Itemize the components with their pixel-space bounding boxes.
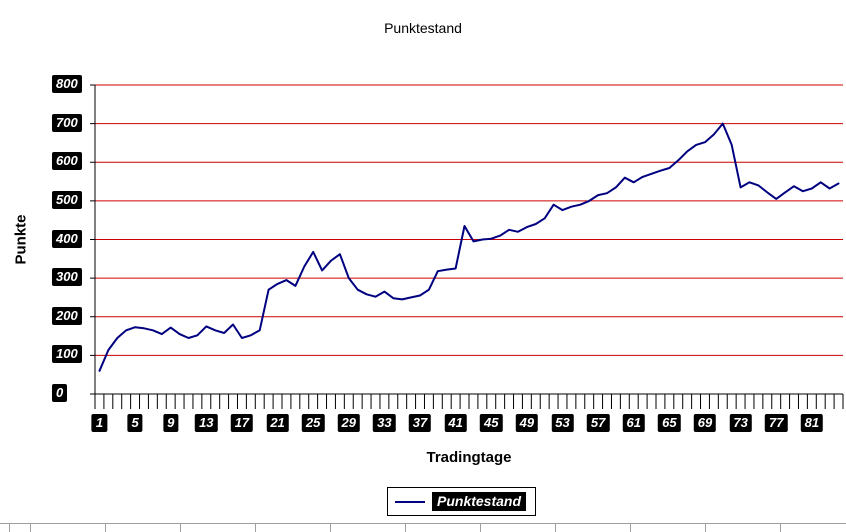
x-axis-tick-label: 53 <box>551 414 574 432</box>
y-axis-tick-label: 600 <box>52 152 82 171</box>
x-axis-tick-label: 13 <box>195 414 218 432</box>
legend-label: Punktestand <box>432 492 527 511</box>
x-axis-tick-label: 33 <box>373 414 396 432</box>
x-axis-tick-label: 41 <box>444 414 467 432</box>
y-axis-tick-label: 0 <box>52 384 68 402</box>
y-axis-tick-label: 500 <box>52 190 82 209</box>
x-axis-tick-label: 9 <box>163 414 179 432</box>
x-axis-tick-label: 29 <box>337 414 361 432</box>
x-axis-title: Tradingtage <box>426 449 512 466</box>
x-axis-tick-label: 57 <box>586 414 610 432</box>
y-axis-tick-label: 100 <box>52 345 82 364</box>
x-axis-tick-label: 37 <box>408 414 432 432</box>
x-axis-tick-label: 73 <box>729 414 752 432</box>
x-axis-tick-label: 49 <box>515 414 539 432</box>
series-line <box>98 122 840 372</box>
x-axis-tick-label: 61 <box>622 414 645 432</box>
x-axis-tick-label: 65 <box>658 414 681 432</box>
x-axis-tick-label: 21 <box>266 414 289 432</box>
y-axis-tick-label: 800 <box>52 75 82 93</box>
x-axis-tick-label: 45 <box>480 414 503 432</box>
x-axis-tick-label: 5 <box>127 414 143 432</box>
x-axis-tick-label: 77 <box>764 414 788 432</box>
x-axis-tick-label: 17 <box>230 414 254 432</box>
x-axis-tick-label: 25 <box>301 414 325 432</box>
y-axis-tick-label: 700 <box>52 113 82 132</box>
y-axis-tick-label: 300 <box>52 268 82 287</box>
worksheet-row-strip <box>0 523 846 532</box>
y-axis-tick-label: 400 <box>52 229 82 248</box>
x-axis-tick-label: 69 <box>693 414 717 432</box>
y-axis-tick-label: 200 <box>52 306 82 325</box>
legend: Punktestand <box>387 487 537 516</box>
chart-title: Punktestand <box>384 20 462 36</box>
x-axis-tick-label: 81 <box>800 414 824 432</box>
legend-line-sample <box>395 500 425 503</box>
x-axis-tick-label: 1 <box>91 414 108 432</box>
